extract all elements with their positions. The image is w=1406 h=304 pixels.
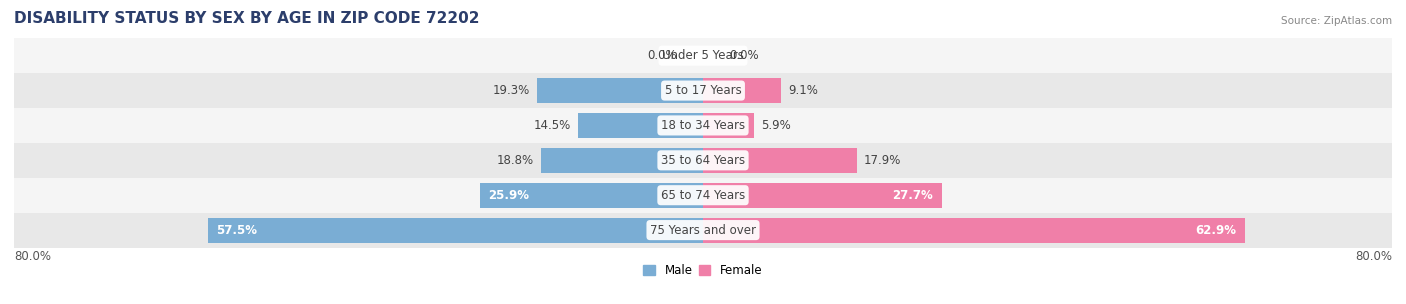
Text: 5 to 17 Years: 5 to 17 Years	[665, 84, 741, 97]
Text: 5.9%: 5.9%	[761, 119, 790, 132]
Text: 27.7%: 27.7%	[893, 189, 934, 202]
Text: 80.0%: 80.0%	[14, 250, 51, 263]
Text: 19.3%: 19.3%	[492, 84, 530, 97]
Bar	[14, 178, 1392, 213]
Bar	[14, 38, 1392, 73]
Bar	[14, 108, 1392, 143]
Bar	[479, 183, 703, 208]
Bar	[537, 78, 703, 103]
Text: 25.9%: 25.9%	[488, 189, 530, 202]
Bar	[703, 113, 754, 138]
Text: 9.1%: 9.1%	[789, 84, 818, 97]
Text: 62.9%: 62.9%	[1195, 224, 1236, 237]
Bar	[14, 73, 1392, 108]
Text: 35 to 64 Years: 35 to 64 Years	[661, 154, 745, 167]
Bar	[703, 148, 858, 173]
Bar	[208, 218, 703, 243]
Legend: Male, Female: Male, Female	[638, 259, 768, 282]
Bar	[541, 148, 703, 173]
Text: DISABILITY STATUS BY SEX BY AGE IN ZIP CODE 72202: DISABILITY STATUS BY SEX BY AGE IN ZIP C…	[14, 11, 479, 26]
Text: 65 to 74 Years: 65 to 74 Years	[661, 189, 745, 202]
Bar	[703, 218, 1244, 243]
Text: Source: ZipAtlas.com: Source: ZipAtlas.com	[1281, 16, 1392, 26]
Text: Under 5 Years: Under 5 Years	[662, 49, 744, 62]
Bar	[14, 143, 1392, 178]
Text: 57.5%: 57.5%	[217, 224, 257, 237]
Text: 80.0%: 80.0%	[1355, 250, 1392, 263]
Text: 0.0%: 0.0%	[648, 49, 678, 62]
Text: 18.8%: 18.8%	[498, 154, 534, 167]
Text: 14.5%: 14.5%	[534, 119, 571, 132]
Bar	[14, 213, 1392, 247]
Bar	[578, 113, 703, 138]
Text: 18 to 34 Years: 18 to 34 Years	[661, 119, 745, 132]
Text: 75 Years and over: 75 Years and over	[650, 224, 756, 237]
Text: 0.0%: 0.0%	[728, 49, 758, 62]
Bar	[703, 183, 942, 208]
Text: 17.9%: 17.9%	[865, 154, 901, 167]
Bar	[703, 78, 782, 103]
